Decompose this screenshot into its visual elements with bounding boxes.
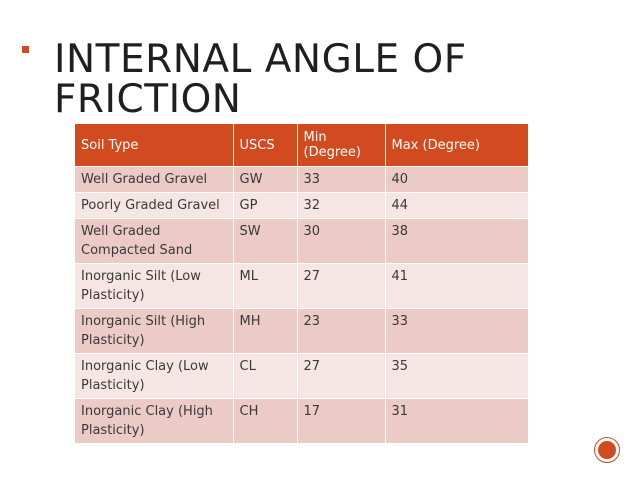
page-title: INTERNAL ANGLE OF FRICTION: [54, 37, 467, 122]
header-soil-type: Soil Type: [75, 124, 234, 167]
cell-max: 33: [385, 308, 528, 354]
header-uscs: USCS: [233, 124, 298, 167]
cell-soil-type: Inorganic Silt (High Plasticity): [75, 308, 234, 354]
table-row: Well Graded Compacted Sand SW 30 38: [75, 218, 528, 264]
cell-min: 32: [297, 192, 386, 219]
cell-max: 35: [385, 353, 528, 399]
cell-max: 38: [385, 218, 528, 264]
table-header-row: Soil Type USCS Min (Degree) Max (Degree): [75, 124, 528, 167]
cell-max: 31: [385, 398, 528, 443]
cell-soil-type: Inorganic Clay (High Plasticity): [75, 398, 234, 443]
header-min-degree: Min (Degree): [297, 124, 386, 167]
cell-min: 30: [297, 218, 386, 264]
cell-uscs: GW: [233, 166, 298, 193]
cell-max: 44: [385, 192, 528, 219]
cell-max: 40: [385, 166, 528, 193]
table-row: Inorganic Silt (Low Plasticity) ML 27 41: [75, 263, 528, 309]
table-row: Poorly Graded Gravel GP 32 44: [75, 192, 528, 219]
title-accent-bar: [22, 46, 29, 53]
cell-uscs: CH: [233, 398, 298, 443]
cell-soil-type: Inorganic Clay (Low Plasticity): [75, 353, 234, 399]
cell-min: 27: [297, 353, 386, 399]
cell-uscs: ML: [233, 263, 298, 309]
friction-angle-table: Soil Type USCS Min (Degree) Max (Degree)…: [75, 124, 528, 443]
cell-uscs: GP: [233, 192, 298, 219]
cell-min: 27: [297, 263, 386, 309]
cell-uscs: SW: [233, 218, 298, 264]
circle-nav-icon[interactable]: [594, 437, 620, 463]
cell-max: 41: [385, 263, 528, 309]
cell-soil-type: Poorly Graded Gravel: [75, 192, 234, 219]
cell-min: 33: [297, 166, 386, 193]
cell-soil-type: Inorganic Silt (Low Plasticity): [75, 263, 234, 309]
cell-min: 23: [297, 308, 386, 354]
header-max-degree: Max (Degree): [385, 124, 528, 167]
table-row: Inorganic Clay (High Plasticity) CH 17 3…: [75, 398, 528, 443]
table-row: Inorganic Silt (High Plasticity) MH 23 3…: [75, 308, 528, 354]
circle-nav-inner: [598, 441, 616, 459]
cell-soil-type: Well Graded Gravel: [75, 166, 234, 193]
cell-uscs: MH: [233, 308, 298, 354]
table-row: Inorganic Clay (Low Plasticity) CL 27 35: [75, 353, 528, 399]
cell-uscs: CL: [233, 353, 298, 399]
cell-soil-type: Well Graded Compacted Sand: [75, 218, 234, 264]
cell-min: 17: [297, 398, 386, 443]
table-row: Well Graded Gravel GW 33 40: [75, 166, 528, 193]
